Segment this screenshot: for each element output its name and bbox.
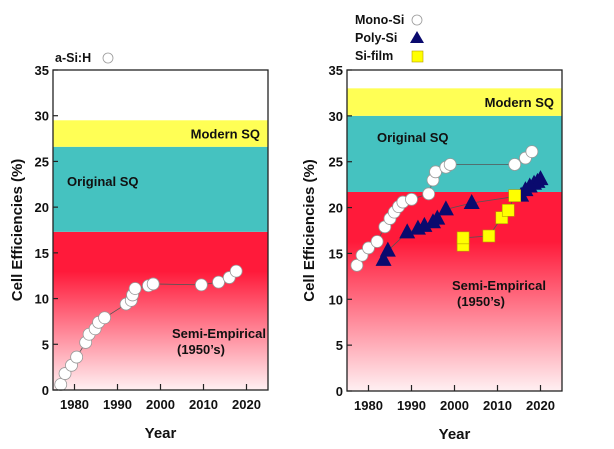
y-tick-label: 10 <box>329 292 343 307</box>
y-axis-title: Cell Efficiencies (%) <box>9 159 26 302</box>
x-tick-label: 2020 <box>526 398 555 413</box>
x-tick-label: 2000 <box>146 397 175 412</box>
y-tick-label: 25 <box>329 155 343 170</box>
data-point-a-si-h <box>194 278 208 292</box>
data-point-mono-si <box>508 158 522 171</box>
y-tick-label: 30 <box>35 109 49 124</box>
data-point-poly-si <box>437 200 454 216</box>
x-tick-label: 1990 <box>397 398 426 413</box>
legend-marker-poly-si <box>410 31 424 43</box>
legend-marker-a-si-h <box>102 52 114 64</box>
y-tick-label: 35 <box>329 63 343 78</box>
y-tick-label: 20 <box>329 201 343 216</box>
data-point-a-si-h <box>212 275 225 289</box>
data-point-a-si-h <box>146 277 160 291</box>
y-tick-label: 5 <box>42 337 49 352</box>
x-axis-title: Year <box>439 426 471 443</box>
data-point-si-film <box>508 189 522 202</box>
data-point-a-si-h <box>54 378 68 391</box>
band-semi-empirical <box>53 231 268 390</box>
legend-marker-mono-si <box>411 14 423 26</box>
data-point-a-si-h <box>229 264 243 278</box>
x-axis-title: Year <box>145 425 177 442</box>
data-point-si-film <box>456 231 470 245</box>
data-point-a-si-h <box>128 282 142 295</box>
data-point-poly-si <box>379 241 396 257</box>
band-original-sq <box>53 146 268 232</box>
data-point-poly-si <box>532 170 549 186</box>
left-panel: Semi-Empirical(1950’s) Original SQ Modern … <box>9 51 269 442</box>
data-point-poly-si <box>463 193 480 209</box>
legend-label-mono-si: Mono-Si <box>355 13 404 27</box>
band-sublabel-semi-empirical: (1950’s) <box>457 294 505 309</box>
data-point-si-film <box>501 204 515 217</box>
band-label-semi-empirical: Semi-Empirical <box>172 326 266 341</box>
y-axis-title: Cell Efficiencies (%) <box>301 159 318 302</box>
y-tick-label: 5 <box>336 338 343 353</box>
band-label-modern-sq: Modern SQ <box>485 95 554 110</box>
data-point-mono-si <box>525 145 539 159</box>
data-point-a-si-h <box>98 311 111 325</box>
data-point-mono-si <box>443 158 457 171</box>
legend-label-a-si-h: a-Si:H <box>55 51 91 65</box>
legend-label-si-film: Si-film <box>355 49 393 63</box>
data-point-si-film <box>482 229 496 243</box>
band-sublabel-semi-empirical: (1950’s) <box>177 342 225 357</box>
data-point-poly-si <box>375 250 392 266</box>
x-tick-label: 2010 <box>483 398 512 413</box>
y-tick-label: 25 <box>35 154 49 169</box>
y-tick-label: 10 <box>35 292 49 307</box>
x-tick-label: 2000 <box>440 398 469 413</box>
data-point-mono-si <box>362 241 375 255</box>
data-point-mono-si <box>422 187 436 201</box>
right-panel: Semi-Empirical(1950’s) Original SQ Modern … <box>301 13 563 443</box>
band-label-original-sq: Original SQ <box>377 130 449 145</box>
x-tick-label: 2010 <box>189 397 218 412</box>
x-tick-label: 1980 <box>60 397 89 412</box>
y-tick-label: 15 <box>329 246 343 261</box>
data-point-mono-si <box>405 192 418 206</box>
y-tick-label: 20 <box>35 200 49 215</box>
data-point-mono-si <box>350 258 364 272</box>
y-tick-label: 0 <box>42 383 49 398</box>
band-label-semi-empirical: Semi-Empirical <box>452 278 546 293</box>
data-point-mono-si <box>370 235 384 248</box>
band-label-original-sq: Original SQ <box>67 174 139 189</box>
band-modern-sq <box>53 120 268 147</box>
x-tick-label: 1980 <box>354 398 383 413</box>
legend-marker-si-film <box>411 50 424 63</box>
legend-label-poly-si: Poly-Si <box>355 31 397 45</box>
x-tick-label: 1990 <box>103 397 132 412</box>
y-tick-label: 35 <box>35 63 49 78</box>
data-point-poly-si <box>429 209 446 225</box>
band-modern-sq <box>347 88 562 116</box>
data-point-a-si-h <box>70 350 84 364</box>
band-label-modern-sq: Modern SQ <box>191 127 260 142</box>
y-tick-label: 30 <box>329 109 343 124</box>
x-tick-label: 2020 <box>232 397 261 412</box>
y-tick-label: 15 <box>35 246 49 261</box>
y-tick-label: 0 <box>336 384 343 399</box>
